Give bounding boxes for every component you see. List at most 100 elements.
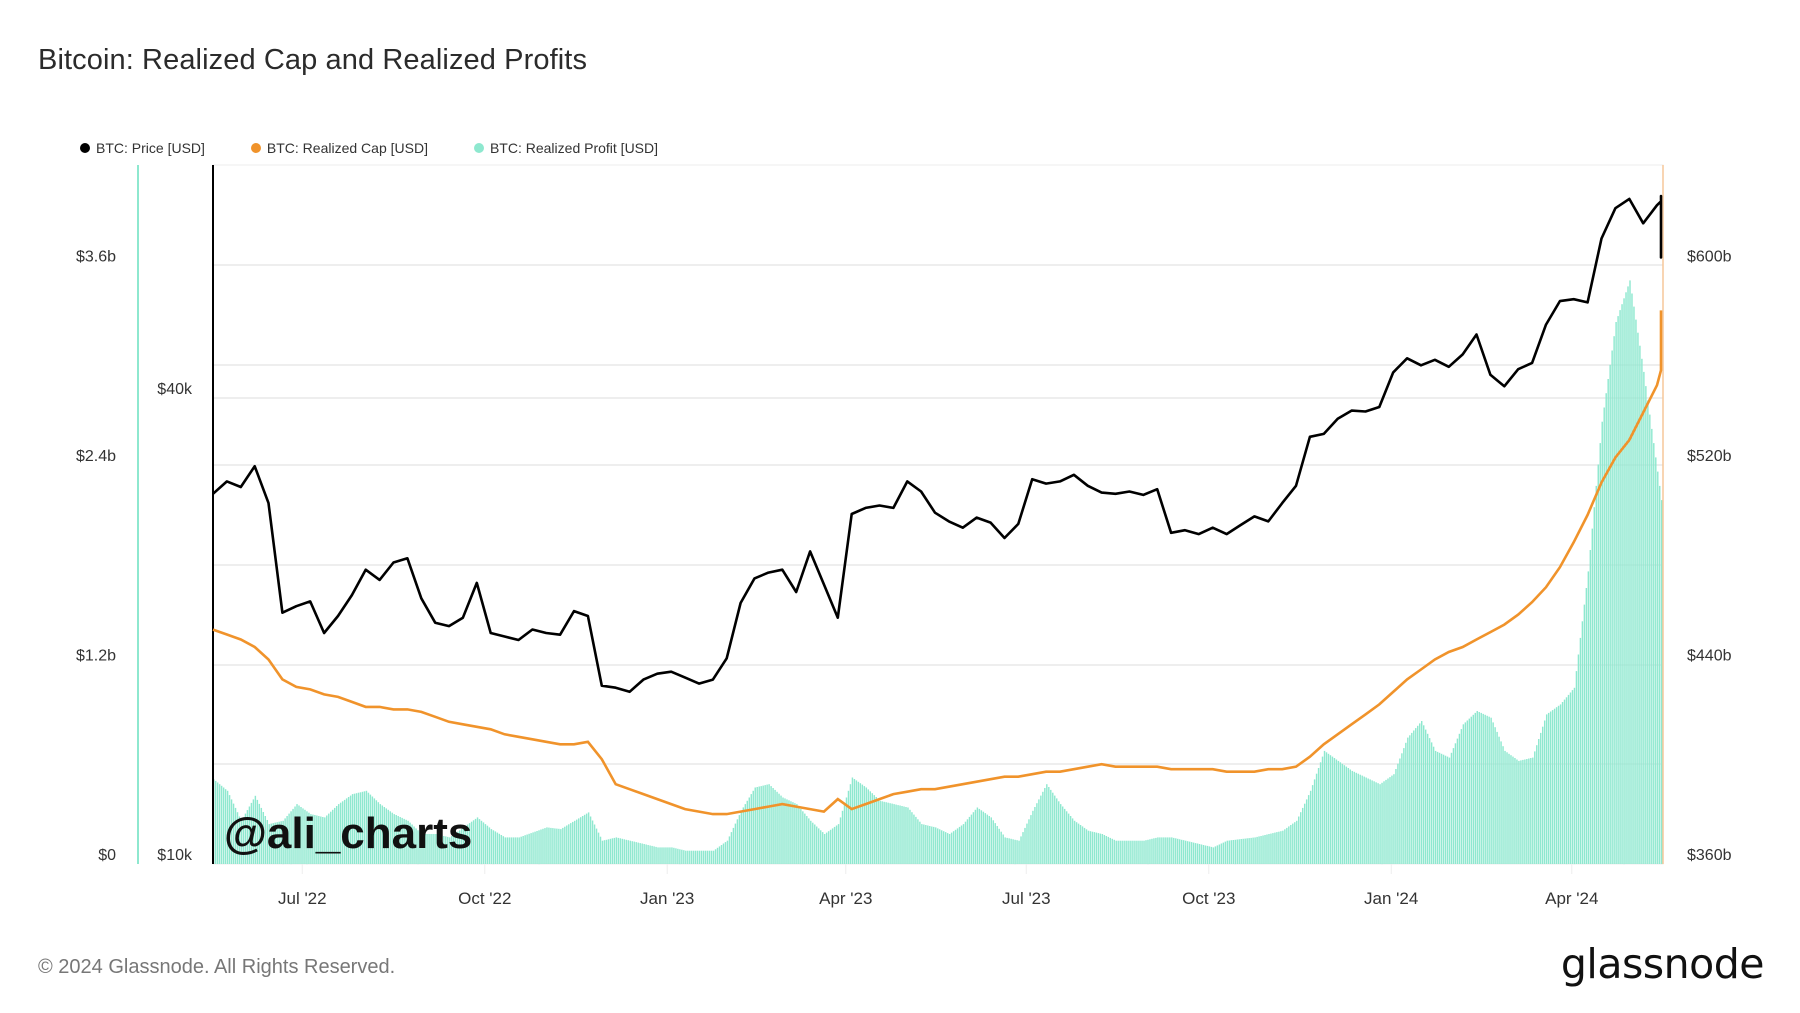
- realized-profit-bar: [641, 843, 643, 864]
- profit-axis-tick: $2.4b: [76, 448, 116, 465]
- realized-profit-bar: [1276, 832, 1278, 864]
- realized-profit-bar: [1476, 711, 1478, 864]
- realized-profit-bar: [1111, 838, 1113, 864]
- chart-title: Bitcoin: Realized Cap and Realized Profi…: [38, 44, 588, 76]
- realized-profit-bar: [1367, 778, 1369, 864]
- realized-profit-bar: [1565, 697, 1568, 865]
- realized-profit-bar: [345, 798, 348, 864]
- realized-profit-bar: [1534, 751, 1536, 864]
- realized-profit-bar: [337, 804, 340, 864]
- realized-profit-bar: [518, 837, 520, 864]
- realized-profit-bar: [1337, 760, 1340, 864]
- realized-profit-bar: [482, 822, 485, 864]
- realized-profit-bar: [554, 828, 556, 864]
- realized-profit-bar: [524, 835, 526, 864]
- realized-profit-bar: [990, 817, 992, 864]
- realized-profit-bar: [1603, 407, 1605, 864]
- realized-profit-bar: [891, 803, 893, 864]
- realized-profit-bar: [1426, 733, 1429, 864]
- realized-profit-bar: [804, 813, 806, 864]
- realized-profit-bar: [1220, 843, 1223, 864]
- realized-profit-bar: [451, 836, 453, 864]
- realized-profit-bar: [1186, 841, 1189, 864]
- realized-profit-bar: [611, 838, 614, 864]
- realized-profit-bar: [631, 841, 633, 864]
- realized-profit-bar: [220, 785, 223, 864]
- realized-profit-bar: [671, 847, 673, 864]
- realized-profit-bar: [1212, 847, 1215, 864]
- realized-profit-bar: [1258, 836, 1260, 864]
- realized-profit-bar: [1472, 714, 1475, 864]
- realized-profit-bar: [1635, 319, 1637, 865]
- realized-profit-bar: [407, 820, 409, 865]
- realized-profit-bar: [242, 817, 245, 864]
- realized-profit-bar: [1180, 839, 1183, 865]
- realized-profit-bar: [1313, 779, 1316, 864]
- realized-profit-bar: [1399, 758, 1401, 864]
- realized-profit-bar: [326, 815, 328, 864]
- legend-item-price[interactable]: BTC: Price [USD]: [80, 140, 205, 156]
- realized-profit-bar: [343, 799, 346, 864]
- realized-profit-bar: [425, 834, 427, 864]
- profit-axis-tick: $3.6b: [76, 249, 116, 266]
- realized-profit-bar: [625, 839, 628, 865]
- legend-item-realized-profit[interactable]: BTC: Realized Profit [USD]: [473, 140, 658, 156]
- realized-profit-bar: [1155, 837, 1157, 864]
- realized-profit-bar: [1647, 400, 1649, 864]
- realized-profit-bar: [1208, 846, 1211, 864]
- realized-profit-bar: [1133, 840, 1135, 864]
- realized-profit-bar: [1300, 812, 1302, 864]
- realized-profit-bar: [1599, 443, 1601, 864]
- realized-profit-bar: [1657, 471, 1659, 864]
- realized-profit-bar: [1240, 839, 1242, 864]
- realized-profit-bar: [695, 850, 697, 864]
- realized-profit-bar: [298, 805, 300, 864]
- realized-profit-bar: [938, 829, 941, 864]
- realized-profit-bar: [875, 797, 877, 864]
- realized-profit-bar: [929, 826, 931, 864]
- legend-label-realized-cap: BTC: Realized Cap [USD]: [266, 140, 428, 156]
- realized-profit-bar: [798, 806, 800, 864]
- realized-profit-bar: [268, 824, 270, 864]
- realized-profit-bar: [889, 803, 891, 864]
- realized-profit-bar: [312, 814, 314, 864]
- realized-profit-bar: [472, 820, 475, 864]
- realized-profit-bar: [1135, 840, 1137, 864]
- realized-profit-bar: [869, 791, 871, 864]
- realized-profit-bar: [1661, 500, 1663, 864]
- realized-profit-bar: [679, 849, 681, 865]
- realized-profit-bar: [1502, 746, 1504, 864]
- realized-profit-bar: [597, 832, 600, 864]
- realized-profit-bar: [786, 799, 788, 864]
- realized-profit-bar: [1383, 781, 1385, 864]
- realized-profit-bar: [1450, 752, 1453, 864]
- realized-profit-bar: [466, 824, 469, 864]
- legend-item-realized-cap[interactable]: BTC: Realized Cap [USD]: [250, 140, 428, 156]
- realized-profit-bar: [689, 850, 691, 864]
- glassnode-logo[interactable]: glassnode: [1560, 940, 1765, 988]
- realized-profit-bar: [1012, 839, 1014, 864]
- realized-profit-bar: [992, 820, 994, 864]
- realized-profit-bar: [546, 827, 548, 864]
- realized-profit-bar: [1097, 833, 1100, 864]
- realized-profit-bar: [1089, 831, 1092, 864]
- x-axis-tick: Jan '24: [1364, 889, 1418, 908]
- realized-profit-bar: [1345, 766, 1348, 864]
- realized-profit-bar: [1532, 757, 1534, 864]
- realized-profit-bar: [411, 824, 413, 864]
- realized-profit-bar: [568, 824, 570, 864]
- realized-profit-bar: [508, 837, 510, 864]
- realized-profit-bar: [447, 836, 449, 864]
- realized-profit-bar: [1583, 604, 1586, 864]
- realized-profit-bar: [1526, 759, 1528, 864]
- realized-profit-bar: [1522, 759, 1524, 864]
- realized-profit-bar: [1224, 841, 1227, 864]
- realized-profit-bar: [1609, 364, 1611, 864]
- realized-profit-bar: [1575, 671, 1578, 864]
- realized-profit-bar: [778, 793, 780, 864]
- realized-profit-bar: [849, 784, 852, 864]
- realized-profit-bar: [905, 807, 907, 864]
- realized-profit-bar: [1067, 813, 1070, 864]
- realized-profit-bar: [685, 850, 687, 864]
